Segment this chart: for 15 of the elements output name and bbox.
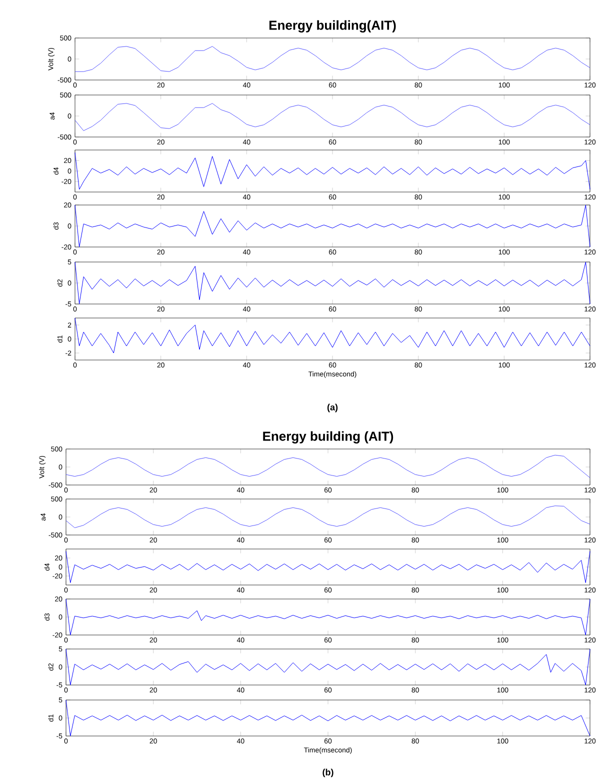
- line-series: [66, 550, 590, 583]
- text: (a): [327, 404, 338, 412]
- line-series: [66, 454, 590, 478]
- line-series: [74, 204, 590, 248]
- chart-title: Energy building (AIT): [263, 431, 394, 444]
- text: (b): [322, 768, 334, 778]
- line-series: [66, 700, 590, 736]
- line-series: [66, 598, 590, 636]
- line-series: [74, 318, 590, 354]
- line-series: [66, 506, 590, 528]
- line-series: [74, 152, 590, 190]
- line-series: [74, 262, 590, 304]
- line-series: [66, 648, 590, 686]
- chart-title: Energy building(AIT): [269, 20, 396, 32]
- line-series: [74, 103, 590, 131]
